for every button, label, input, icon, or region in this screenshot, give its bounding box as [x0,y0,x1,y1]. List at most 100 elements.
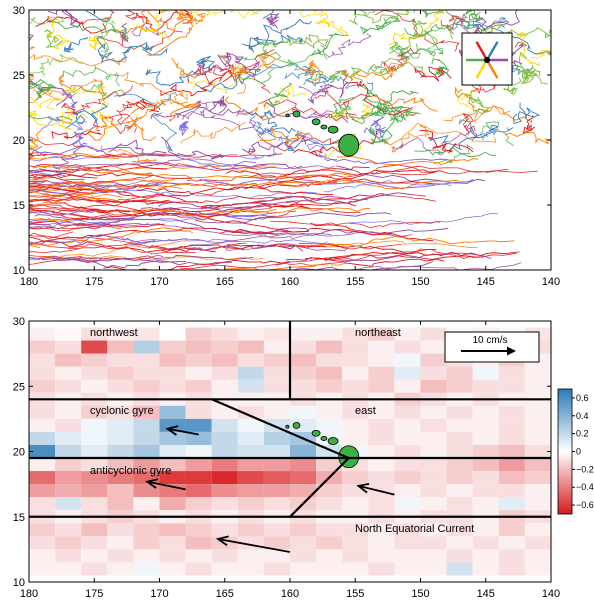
drifter-track [307,73,349,104]
drifter-track [249,168,509,178]
drifter-track [76,10,145,25]
heatmap-cell [498,497,525,511]
hawaii-islands [285,110,360,157]
heatmap-cell [237,418,264,432]
drifter-track [248,34,303,53]
heatmap-cell [420,431,447,445]
x-tick-label: 140 [542,276,560,288]
heatmap-cell [237,353,264,367]
drifter-track [42,194,284,204]
heatmap-cell [368,444,395,459]
heatmap-cell [107,340,134,354]
heatmap-cell [316,497,343,511]
drifter-track [29,197,118,208]
heatmap-cell [159,523,186,537]
heatmap-cell [107,484,134,498]
heatmap-cell [446,458,473,472]
drifter-track [100,145,157,163]
heatmap-cell [263,471,290,485]
drifter-trajectories [29,10,551,270]
heatmap-cell [29,444,56,459]
direction-spoke [485,59,499,79]
heatmap-cell [290,327,317,341]
velocity-scale-arrow-head [507,346,516,356]
drifter-track [348,10,410,26]
drifter-track [285,135,348,151]
heatmap-cell [185,536,212,550]
heatmap-cell [394,340,421,354]
heatmap-cell [263,549,290,563]
heatmap-cell [211,549,238,563]
heatmap-cell [159,431,186,445]
heatmap-cell [133,523,160,537]
drifter-track [169,101,199,122]
velocity-panel: 10 cm/s northwest northeast cyclonic gyr… [13,316,560,600]
drifter-track [29,232,155,244]
y-tick-label: 15 [13,200,25,212]
drifter-track [278,179,461,190]
heatmap-cell [342,353,369,367]
drifter-track [29,199,130,213]
heatmap-cell [446,405,473,419]
heatmap-cell [498,366,525,380]
heatmap-cell [107,405,134,419]
x-tick-label: 160 [281,588,299,600]
x-tick-label: 160 [281,276,299,288]
drifter-track [335,69,393,81]
drifter-track [88,34,103,51]
drifter-track [299,10,324,18]
drifter-track [182,109,256,130]
heatmap-cell [55,458,82,472]
velocity-arrow-head [356,482,370,494]
heatmap-cell [394,484,421,498]
drifter-track [208,94,227,114]
drifter-track [411,19,438,48]
trajectory-panel: 180 175 170 165 160 155 150 145 140 10 15 20 25 30 [13,5,560,288]
drifter-track [178,120,189,137]
heatmap-cell [107,458,134,472]
trajectory-y-axis: 10 15 20 25 30 [13,5,551,277]
heatmap-cell [498,523,525,537]
velocity-arrow-shaft [147,480,186,491]
drifter-track [77,181,257,189]
heatmap-cell [446,484,473,498]
heatmap-cell [290,444,317,459]
drifter-track [311,33,349,56]
heatmap-cell [133,497,160,511]
heatmap-cell [498,405,525,419]
trajectory-x-axis: 180 175 170 165 160 155 150 145 140 [20,10,560,288]
island-shape [320,124,328,130]
heatmap-cell [107,379,134,393]
drifter-track [258,98,357,120]
heatmap-cell [55,444,82,459]
heatmap-cell [446,431,473,445]
drifter-track [226,166,370,178]
heatmap-cell [316,484,343,498]
heatmap-cell [133,405,160,419]
drifter-track [239,51,328,67]
heatmap-cell [55,484,82,498]
heatmap-cell [237,471,264,485]
heatmap-cell [133,431,160,445]
heatmap-cell [81,471,108,485]
drifter-track [512,102,540,125]
heatmap-cell [394,418,421,432]
velocity-arrow-shaft [358,485,395,496]
heatmap-cell [446,523,473,537]
heatmap-cell [211,444,238,459]
heatmap-cell [159,340,186,354]
heatmap-cell [420,497,447,511]
drifter-track [258,169,435,188]
heatmap-cell [263,562,290,576]
heatmap-cell [263,327,290,341]
drifter-track [189,231,413,246]
heatmap-cell [185,484,212,498]
heatmap-cell [81,379,108,393]
colorbar: 0.6 0.4 0.2 0 −0.2 −0.4 −0.6 [557,388,594,515]
heatmap-cell [133,327,160,341]
drifter-track [226,227,449,236]
heatmap-cell [316,562,343,576]
drifter-track [275,252,492,266]
drifter-track [374,61,424,76]
drifter-track [29,226,101,230]
